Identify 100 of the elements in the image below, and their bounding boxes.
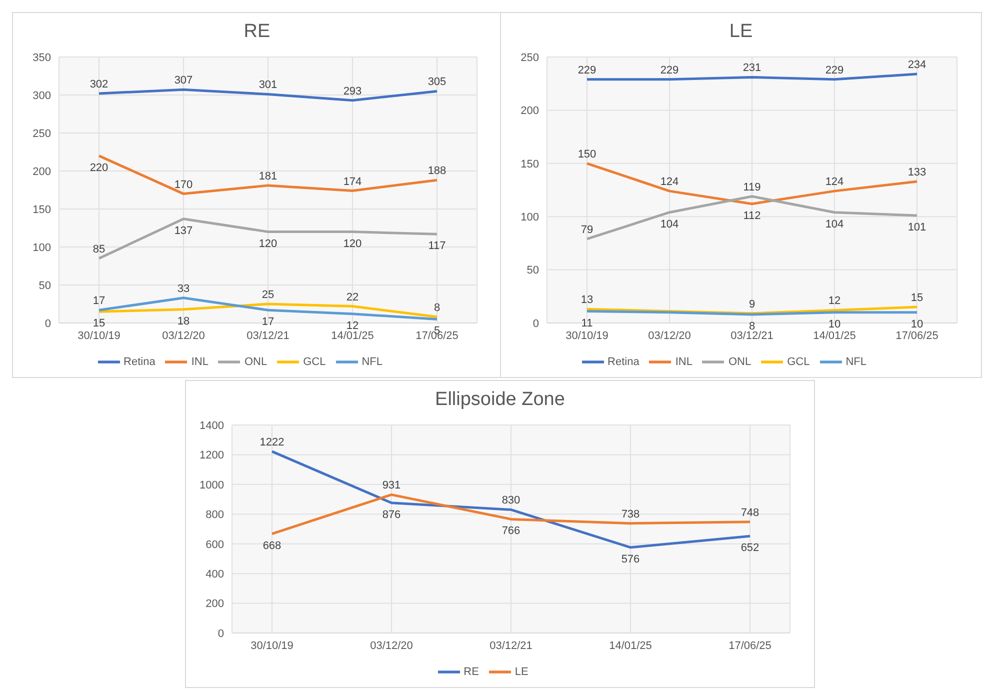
legend-label: GCL <box>787 356 810 368</box>
y-tick-label: 150 <box>32 204 51 216</box>
y-tick-label: 50 <box>526 264 539 277</box>
data-label: 302 <box>90 78 108 90</box>
data-label: 150 <box>578 148 596 160</box>
line-series <box>98 88 438 102</box>
data-label: 748 <box>740 506 760 519</box>
x-tick-label: 30/10/19 <box>250 640 294 652</box>
data-label: 25 <box>262 289 274 301</box>
data-label: 85 <box>92 243 106 256</box>
y-tick-label: 1200 <box>200 450 224 462</box>
data-label: 104 <box>825 218 844 230</box>
data-label: 120 <box>343 238 362 250</box>
data-label: 229 <box>825 64 844 76</box>
y-tick-label: 0 <box>44 318 51 330</box>
data-label: 112 <box>743 210 761 222</box>
data-label: 220 <box>90 162 108 174</box>
data-label: 119 <box>743 181 761 194</box>
chart-title: LE <box>728 21 754 44</box>
y-tick-label: 200 <box>520 105 539 118</box>
legend-label: NFL <box>362 356 382 368</box>
data-label: 12 <box>346 320 359 332</box>
legend-label: GCL <box>303 356 326 368</box>
data-label: 11 <box>581 317 593 330</box>
y-tick-label: 350 <box>32 52 51 64</box>
x-tick-label: 03/12/21 <box>490 640 532 652</box>
y-tick-label: 1400 <box>200 420 224 432</box>
data-label: 231 <box>742 62 762 74</box>
legend-label: INL <box>191 356 208 368</box>
data-label: 766 <box>502 525 520 538</box>
data-label: 830 <box>502 494 520 507</box>
legend-label: ONL <box>244 356 268 368</box>
y-tick-label: 100 <box>520 212 539 224</box>
data-label: 174 <box>343 176 362 188</box>
data-label: 15 <box>92 318 106 330</box>
y-tick-label: 800 <box>206 509 224 522</box>
data-label: 104 <box>660 218 679 230</box>
data-label: 307 <box>174 74 193 87</box>
data-label: 120 <box>258 238 278 250</box>
data-label: 188 <box>428 165 446 178</box>
y-tick-label: 600 <box>206 538 224 551</box>
data-label: 101 <box>908 222 926 234</box>
data-label: 1222 <box>260 436 284 448</box>
data-label: 8 <box>748 320 756 332</box>
data-label: 137 <box>174 224 193 237</box>
data-label: 293 <box>343 85 362 98</box>
data-label: 234 <box>908 59 926 72</box>
x-tick-label: 17/06/25 <box>896 330 938 342</box>
data-label: 12 <box>828 295 841 308</box>
data-label: 10 <box>910 318 924 330</box>
y-tick-label: 50 <box>38 280 51 292</box>
y-tick-label: 0 <box>532 318 539 330</box>
data-label: 133 <box>908 166 926 178</box>
y-tick-label: 200 <box>32 166 51 178</box>
y-tick-label: 0 <box>218 628 224 640</box>
data-label: 931 <box>382 480 401 492</box>
data-label: 15 <box>910 292 924 304</box>
data-label: 10 <box>828 318 841 330</box>
data-label: 117 <box>428 240 446 252</box>
data-label: 170 <box>174 178 193 191</box>
legend-label: INL <box>675 356 692 368</box>
data-label: 9 <box>748 298 756 310</box>
data-label: 79 <box>580 224 594 236</box>
x-tick-label: 17/06/25 <box>728 640 772 652</box>
y-tick-label: 200 <box>206 598 224 610</box>
legend-label: LE <box>514 666 528 678</box>
data-label: 229 <box>660 64 679 76</box>
legend-label: NFL <box>846 356 866 368</box>
data-label: 738 <box>621 508 640 520</box>
data-label: 17 <box>262 316 274 328</box>
x-tick-label: 30/10/19 <box>566 330 608 342</box>
chart-title: RE <box>242 21 272 44</box>
legend-label: Retina <box>124 356 156 368</box>
x-tick-label: 03/12/20 <box>370 640 413 652</box>
line-series <box>98 302 438 318</box>
x-tick-label: 03/12/20 <box>162 330 205 342</box>
data-label: 229 <box>578 64 596 76</box>
data-label: 17 <box>92 295 106 308</box>
x-tick-label: 30/10/19 <box>78 330 120 342</box>
x-tick-label: 14/01/25 <box>331 330 374 342</box>
y-tick-label: 400 <box>206 568 224 580</box>
chart-title: Ellipsoide Zone <box>434 389 566 412</box>
data-label: 18 <box>177 315 190 328</box>
legend-label: RE <box>464 666 479 678</box>
data-label: 8 <box>434 302 440 314</box>
x-tick-label: 03/12/21 <box>246 330 290 342</box>
data-label: 668 <box>262 540 282 552</box>
data-label: 301 <box>258 79 278 92</box>
data-label: 22 <box>346 291 359 304</box>
legend-label: Retina <box>608 356 640 368</box>
data-label: 652 <box>740 542 760 554</box>
data-label: 124 <box>825 176 844 188</box>
y-tick-label: 250 <box>32 128 51 140</box>
data-label: 576 <box>621 553 640 566</box>
y-tick-label: 1000 <box>200 479 224 492</box>
x-tick-label: 14/01/25 <box>813 330 856 342</box>
data-label: 13 <box>580 294 594 306</box>
x-tick-label: 03/12/20 <box>648 330 691 342</box>
x-tick-label: 03/12/21 <box>730 330 774 342</box>
data-label: 33 <box>177 282 190 295</box>
